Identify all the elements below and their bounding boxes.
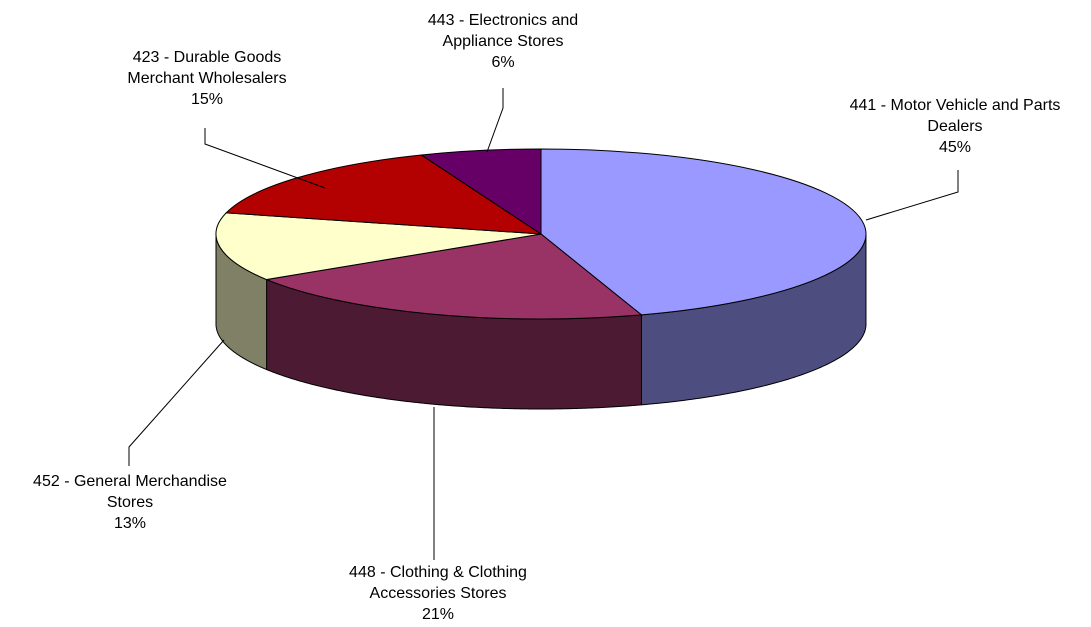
data-label-text: 443 - Electronics and xyxy=(428,12,578,29)
data-label-text: 452 - General Merchandise xyxy=(33,473,227,490)
leader-line-452 xyxy=(128,339,225,466)
data-label-text: Accessories Stores xyxy=(370,585,507,602)
data-label-text: Appliance Stores xyxy=(443,33,564,50)
data-label-percent: 21% xyxy=(422,606,454,623)
slice-441 xyxy=(540,148,867,316)
leader-line-441 xyxy=(865,170,959,221)
data-labels: 441 - Motor Vehicle and PartsDealers45%4… xyxy=(33,12,1060,623)
data-label-percent: 15% xyxy=(191,91,223,108)
pie-tops xyxy=(215,148,867,320)
data-label-percent: 45% xyxy=(939,139,971,156)
data-label-text: Stores xyxy=(107,494,153,511)
data-label-text: Merchant Wholesalers xyxy=(127,70,286,87)
leader-lines xyxy=(128,88,959,560)
data-label-text: 423 - Durable Goods xyxy=(133,49,282,66)
slice-443 xyxy=(419,148,542,235)
data-label-percent: 6% xyxy=(491,54,514,71)
data-label-448: 448 - Clothing & Clothing Accessories Sto… xyxy=(349,564,527,623)
slice-452 xyxy=(215,212,542,281)
data-label-443: 443 - Electronics and Appliance Stores 6% xyxy=(428,12,578,71)
pie-sides xyxy=(215,234,867,410)
leader-line-443 xyxy=(486,88,504,153)
data-label-text: 441 - Motor Vehicle and Parts xyxy=(850,97,1061,114)
data-label-percent: 13% xyxy=(114,515,146,532)
data-label-text: Dealers xyxy=(927,118,982,135)
data-label-452: 452 - General Merchandise Stores 13% xyxy=(33,473,227,532)
data-label-423: 423 - Durable Goods Merchant Wholesalers 1… xyxy=(127,49,286,108)
leader-line-423 xyxy=(204,128,326,189)
slice-448 xyxy=(264,233,643,320)
data-label-text: 448 - Clothing & Clothing xyxy=(349,564,527,581)
data-label-441: 441 - Motor Vehicle and Parts Dealers 45% xyxy=(850,97,1061,156)
